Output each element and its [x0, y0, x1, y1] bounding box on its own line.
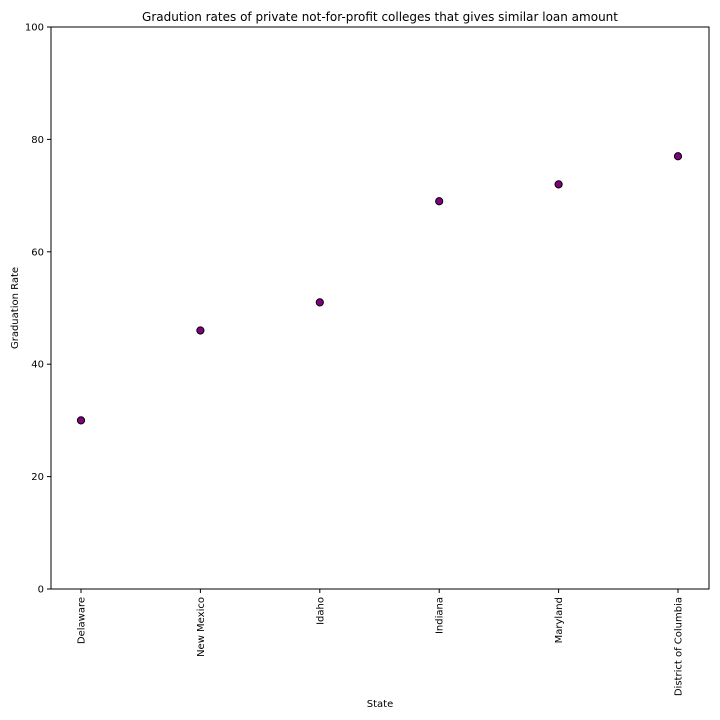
x-axis: Delaware New Mexico Idaho Indiana Maryland Di…	[77, 589, 685, 696]
data-points	[76, 152, 683, 425]
plot-frame	[50, 26, 710, 590]
x-tick-label: Maryland	[554, 597, 565, 643]
data-point	[76, 416, 86, 425]
y-tick-label: 80	[31, 135, 44, 146]
y-tick-label: 100	[25, 23, 44, 34]
data-point	[196, 326, 205, 335]
x-tick-label: New Mexico	[196, 597, 207, 657]
y-axis: 0 20 40 60 80 100	[25, 23, 51, 596]
y-tick-label: 40	[31, 360, 44, 371]
data-point	[315, 298, 324, 307]
y-tick-label: 0	[38, 585, 44, 596]
x-axis-label: State	[367, 699, 393, 710]
x-tick-label: District of Columbia	[674, 597, 685, 696]
data-point	[554, 180, 563, 189]
data-point	[435, 197, 444, 206]
y-axis-label: Graduation Rate	[10, 267, 21, 349]
x-tick-label: Idaho	[315, 597, 326, 625]
x-tick-label: Delaware	[77, 597, 88, 644]
data-point	[673, 152, 683, 161]
y-tick-label: 20	[31, 472, 44, 483]
y-tick-label: 60	[31, 247, 44, 258]
chart-title: Gradution rates of private not-for-profi…	[142, 10, 618, 24]
x-tick-label: Indiana	[435, 597, 446, 634]
